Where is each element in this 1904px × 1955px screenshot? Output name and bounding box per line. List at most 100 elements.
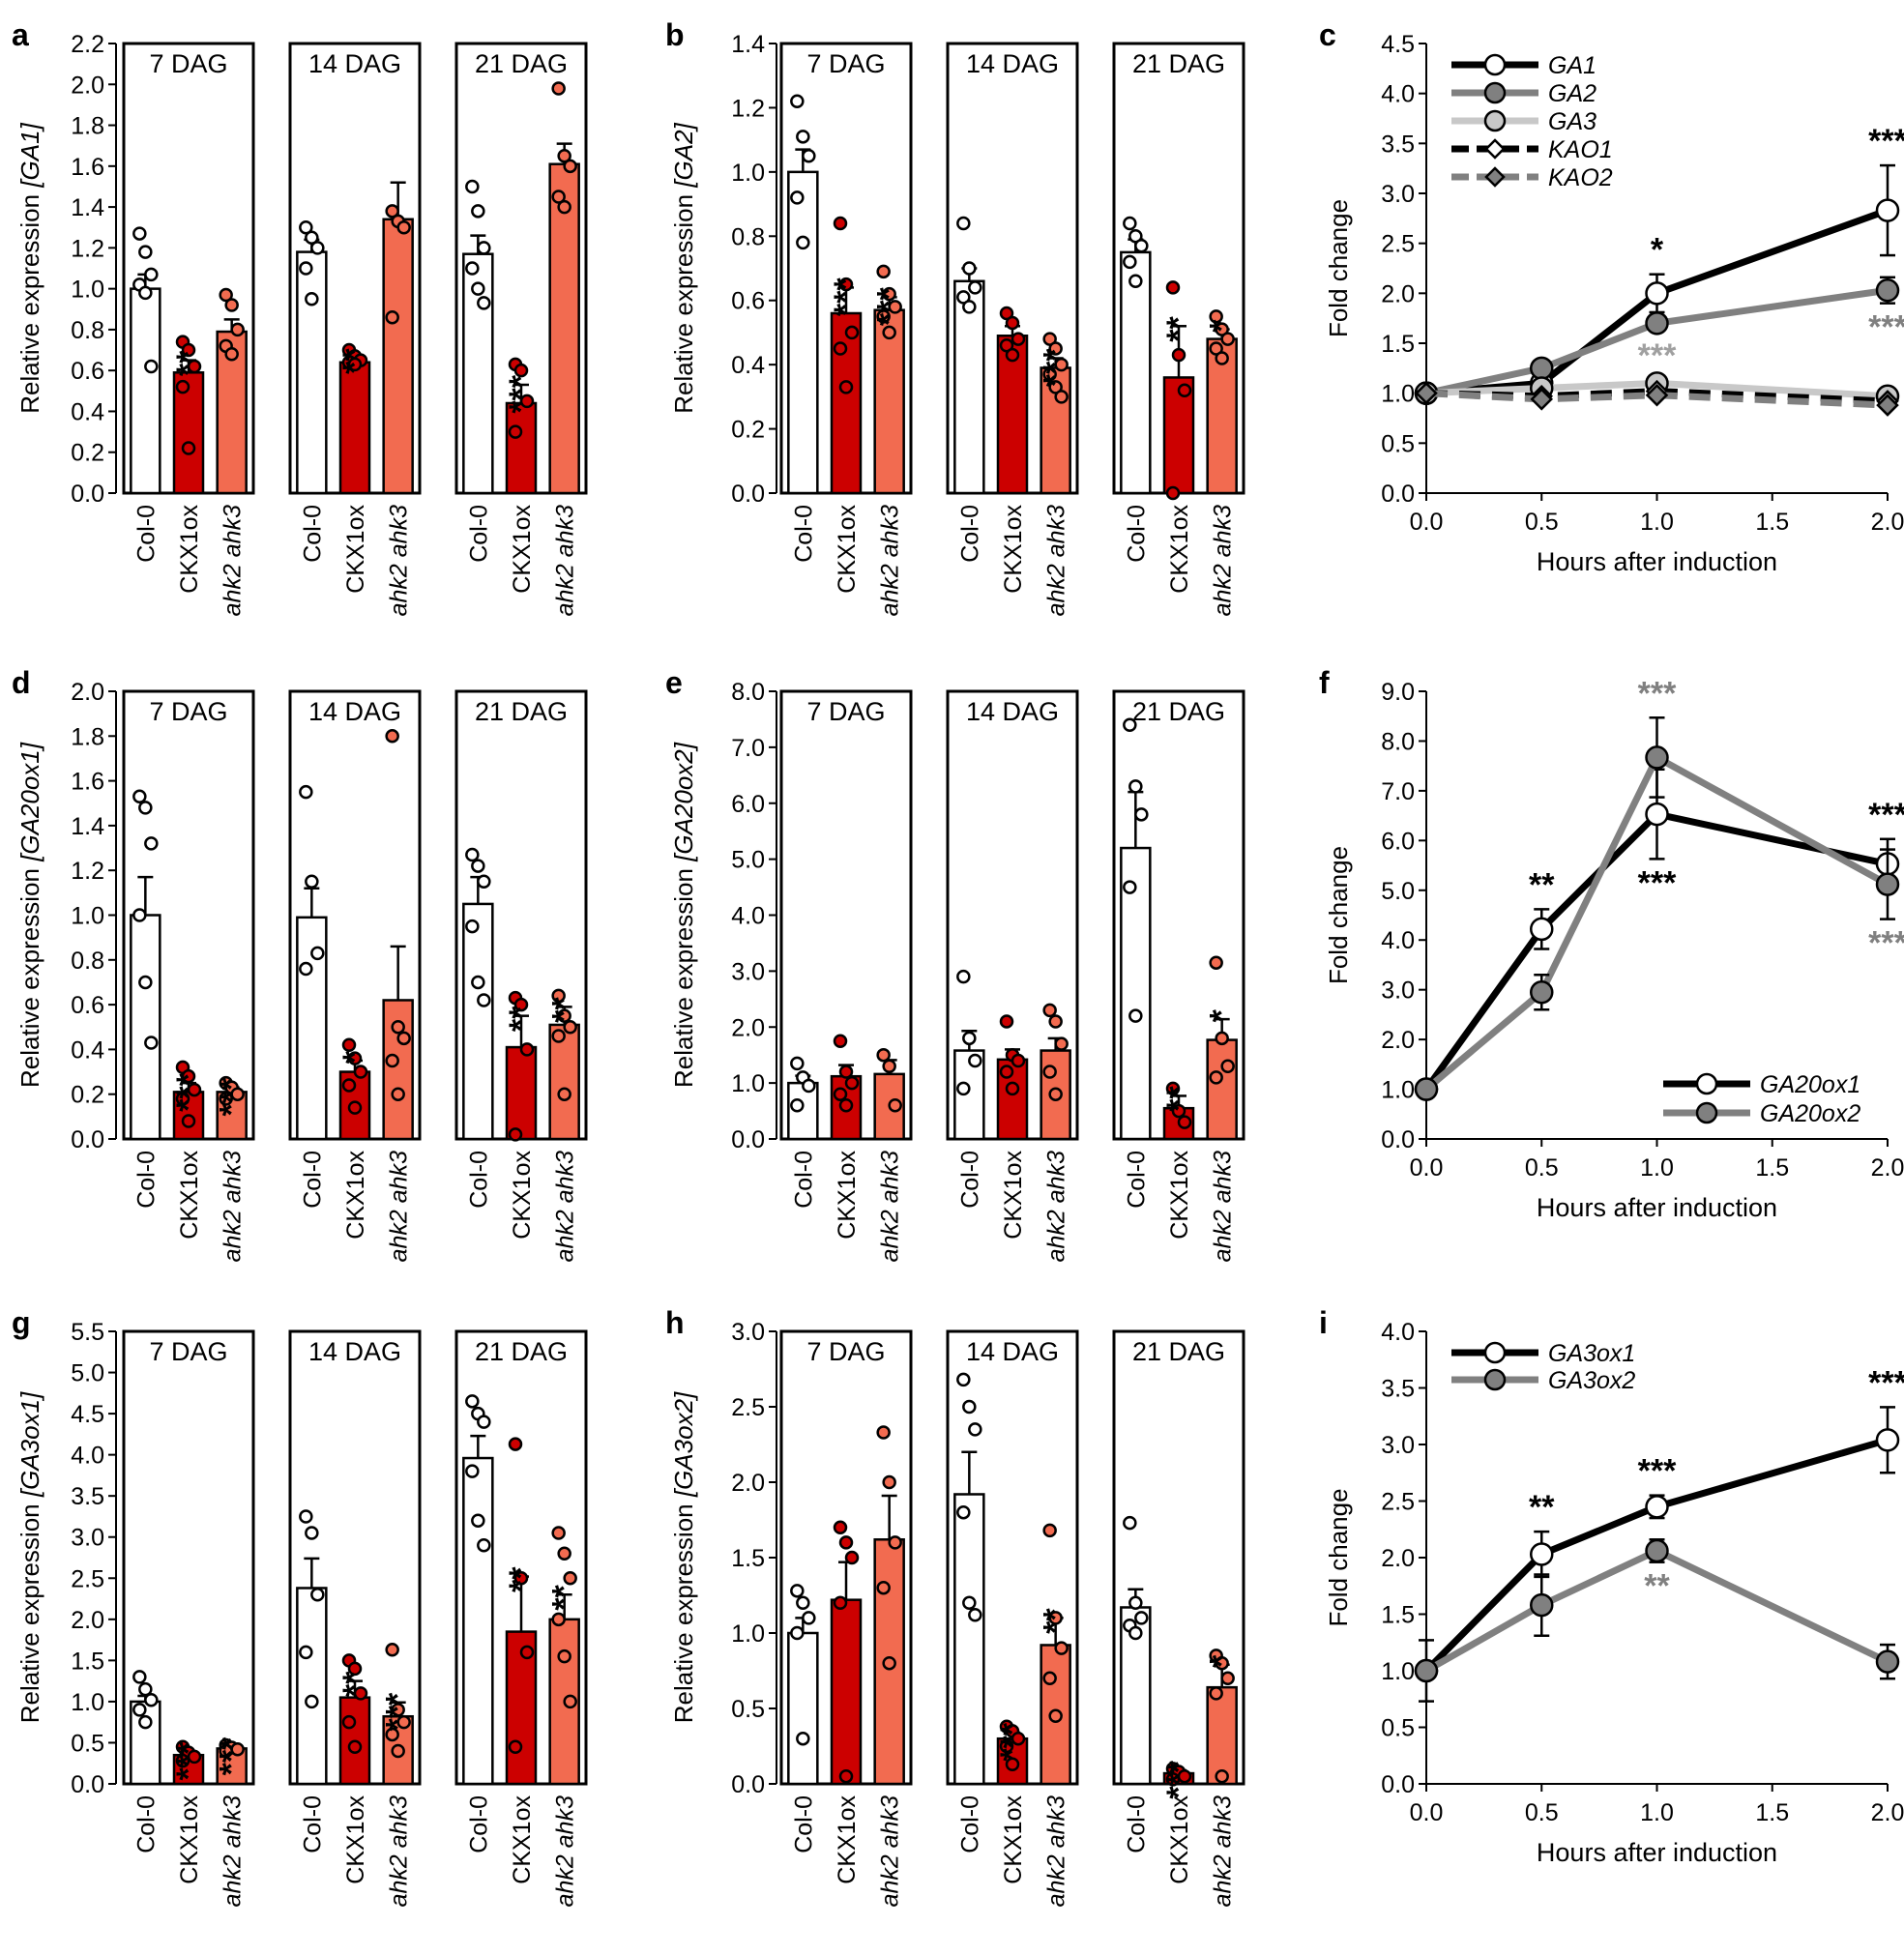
- y-tick-label: 2.5: [1381, 231, 1415, 258]
- x-tick-label: 0.0: [1410, 509, 1444, 536]
- y-tick-label: 0.0: [71, 481, 104, 508]
- x-tick-label: 2.0: [1871, 1154, 1904, 1182]
- data-point: [1220, 1059, 1235, 1074]
- category-label: CKX1ox: [1166, 1795, 1193, 1884]
- data-point: [557, 1008, 571, 1023]
- y-tick-label: 0.5: [731, 1696, 765, 1723]
- category-label: Col-0: [1123, 1151, 1150, 1209]
- y-axis-label-gene: [GA3ox2]: [669, 1391, 698, 1498]
- series-GA3ox2: **: [1414, 1538, 1900, 1683]
- significance-mark: *: [1204, 1654, 1241, 1668]
- legend-marker: [1483, 53, 1507, 76]
- dag-label: 7 DAG: [149, 697, 227, 726]
- dag-label: 7 DAG: [806, 1337, 885, 1366]
- y-tick-label: 7.0: [731, 735, 765, 762]
- data-point: [1011, 332, 1026, 346]
- category-label: ahk2 ahk3: [1043, 505, 1070, 616]
- data-point: [175, 1753, 190, 1768]
- bar: [338, 1696, 371, 1786]
- y-tick-label: 1.0: [731, 160, 765, 187]
- data-point: [796, 235, 810, 250]
- data-point: [1048, 1087, 1063, 1101]
- data-point: [1171, 1103, 1186, 1119]
- data-point: [347, 1051, 363, 1065]
- significance-mark: ***: [1868, 309, 1904, 346]
- series-line: [1423, 752, 1889, 1093]
- data-point: [347, 1100, 363, 1115]
- y-tick-label: 7.0: [1381, 778, 1415, 805]
- series-KAO2: [1415, 381, 1899, 417]
- data-point: [471, 204, 485, 219]
- data-point: [353, 1065, 368, 1079]
- dag-label: 21 DAG: [1132, 1337, 1225, 1366]
- panel-b: b 0.0 0.2 0.4 0.6 0.8 1.0 1.2 1.4 Relative expres…: [665, 17, 1245, 616]
- data-point: [1171, 347, 1186, 363]
- y-tick-label: 0.4: [731, 352, 765, 379]
- data-point: [181, 342, 196, 358]
- category-label: CKX1ox: [509, 1795, 536, 1884]
- category-label: Col-0: [1123, 1795, 1150, 1853]
- data-point: [1415, 381, 1438, 405]
- data-point: [1011, 1053, 1026, 1068]
- data-point: [802, 149, 816, 163]
- category-label: CKX1ox: [1000, 1151, 1027, 1240]
- significance-mark: **: [503, 1566, 540, 1592]
- dag-label: 21 DAG: [1132, 49, 1225, 78]
- data-point: [385, 1727, 399, 1742]
- data-point: [838, 1098, 854, 1113]
- data-point: [347, 1739, 363, 1754]
- category-label: CKX1ox: [509, 505, 536, 594]
- y-tick-label: 4.5: [1381, 31, 1415, 58]
- bar: [338, 361, 371, 495]
- y-axis-label-gene: [GA3ox1]: [15, 1391, 44, 1498]
- bar: [873, 308, 905, 495]
- data-point: [175, 1092, 190, 1106]
- x-axis-label: Hours after induction: [1537, 547, 1777, 576]
- data-point: [1215, 1031, 1229, 1046]
- category-label: CKX1ox: [1166, 505, 1193, 594]
- data-point: [385, 1643, 399, 1657]
- category-label: Col-0: [956, 505, 983, 563]
- panel-label: e: [665, 665, 683, 700]
- y-tick-label: 0.2: [71, 440, 104, 467]
- data-point: [1530, 388, 1554, 411]
- legend-marker: [1695, 1072, 1718, 1095]
- data-point: [341, 1714, 357, 1730]
- data-point: [299, 219, 313, 235]
- significance-mark: *: [1204, 319, 1241, 333]
- data-point: [1123, 717, 1137, 732]
- data-point: [1128, 779, 1143, 794]
- data-point: [132, 789, 147, 804]
- category-label: ahk2 ahk3: [386, 505, 413, 616]
- y-tick-label: 3.0: [1381, 181, 1415, 208]
- dag-label: 21 DAG: [475, 1337, 568, 1366]
- y-tick-label: 0.0: [1381, 481, 1415, 508]
- data-point: [385, 204, 399, 219]
- data-point: [341, 1037, 357, 1053]
- y-tick-label: 0.8: [71, 948, 104, 975]
- significance-mark: ***: [871, 287, 908, 326]
- y-tick-label: 0.6: [731, 288, 765, 315]
- significance-mark: ***: [1868, 123, 1904, 160]
- data-point: [1005, 1081, 1020, 1096]
- data-point: [833, 1034, 848, 1048]
- y-tick-label: 5.0: [71, 1360, 104, 1387]
- category-label: ahk2 ahk3: [1210, 1151, 1237, 1262]
- data-point: [838, 1065, 854, 1079]
- panel-g: g 0.0 0.5 1.0 1.5 2.0 2.5 3.0 3.5 4.0 4.5 5.0 5.5 Rel…: [12, 1305, 588, 1907]
- data-point: [882, 1059, 896, 1074]
- bar: [1120, 250, 1152, 495]
- data-point: [968, 280, 982, 295]
- dag-group: 7 DAG Col-0 CKX1ox ahk2 ahk3: [779, 689, 913, 1262]
- category-label: CKX1ox: [176, 505, 203, 594]
- data-point: [477, 1537, 491, 1553]
- bar: [130, 287, 161, 495]
- y-axis-label-gene: [GA20ox1]: [15, 742, 44, 862]
- y-tick-label: 2.5: [731, 1394, 765, 1421]
- data-point: [465, 1394, 480, 1409]
- y-tick-label: 1.6: [71, 154, 104, 181]
- y-tick-label: 3.5: [71, 1483, 104, 1510]
- data-point: [1177, 1115, 1192, 1129]
- legend-marker: [1483, 1341, 1507, 1364]
